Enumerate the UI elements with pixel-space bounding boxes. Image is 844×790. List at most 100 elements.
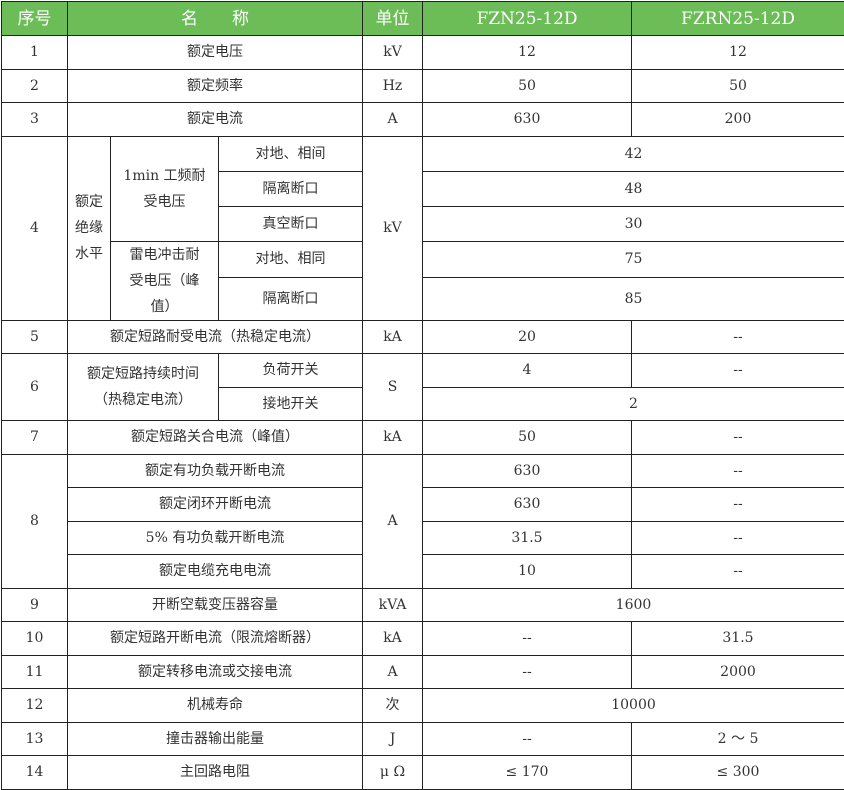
value: 75 bbox=[423, 241, 844, 278]
value-2: 2 ～ 5 bbox=[632, 722, 844, 756]
row-no: 1 bbox=[2, 36, 68, 70]
table-row: 额定闭环开断电流 630-- bbox=[2, 488, 844, 522]
value-1: 630 bbox=[423, 488, 632, 522]
value: 30 bbox=[423, 206, 844, 241]
row-no: 2 bbox=[2, 69, 68, 103]
header-no: 序号 bbox=[2, 2, 68, 36]
row-name: 额定短路耐受电流（热稳定电流） bbox=[68, 320, 363, 354]
value-2: -- bbox=[632, 488, 844, 522]
value: 48 bbox=[423, 171, 844, 206]
row-no: 4 bbox=[2, 136, 68, 320]
row-no: 6 bbox=[2, 354, 68, 421]
item-name: 负荷开关 bbox=[219, 354, 363, 388]
value: 10000 bbox=[423, 689, 844, 723]
header-row: 序号 名 称 单位 FZN25-12D FZRN25-12D bbox=[2, 2, 844, 36]
row-no: 3 bbox=[2, 103, 68, 137]
header-model-2: FZRN25-12D bbox=[632, 2, 844, 36]
table-row: 4 额定 绝缘 水平 1min 工频耐 受电压 对地、相间 kV 42 bbox=[2, 136, 844, 171]
row-name: 开断空载变压器容量 bbox=[68, 588, 363, 622]
header-unit: 单位 bbox=[363, 2, 423, 36]
row-no: 5 bbox=[2, 320, 68, 354]
value-1: 4 bbox=[423, 354, 632, 388]
row-no: 8 bbox=[2, 454, 68, 588]
value-2: -- bbox=[632, 555, 844, 589]
item-name: 隔离断口 bbox=[219, 278, 363, 320]
row-unit: 次 bbox=[363, 689, 423, 723]
row-no: 7 bbox=[2, 421, 68, 455]
row-no: 12 bbox=[2, 689, 68, 723]
row-unit: kA bbox=[363, 622, 423, 656]
row-no: 9 bbox=[2, 588, 68, 622]
row-name: 额定电缆充电电流 bbox=[68, 555, 363, 589]
header-name: 名 称 bbox=[68, 2, 363, 36]
value-1: -- bbox=[423, 722, 632, 756]
item-name: 隔离断口 bbox=[219, 171, 363, 206]
item-name: 对地、相同 bbox=[219, 241, 363, 278]
row-unit: kA bbox=[363, 421, 423, 455]
value-2: 2000 bbox=[632, 655, 844, 689]
value: 85 bbox=[423, 278, 844, 320]
subgroup-name: 1min 工频耐 受电压 bbox=[111, 136, 219, 241]
value-1: 12 bbox=[423, 36, 632, 70]
row-unit: A bbox=[363, 103, 423, 137]
value-1: -- bbox=[423, 655, 632, 689]
value-2: 12 bbox=[632, 36, 844, 70]
row-name: 额定有功负载开断电流 bbox=[68, 454, 363, 488]
item-name: 真空断口 bbox=[219, 206, 363, 241]
row-unit: μ Ω bbox=[363, 756, 423, 790]
value-2: ≤ 300 bbox=[632, 756, 844, 790]
value: 1600 bbox=[423, 588, 844, 622]
row-name: 额定电流 bbox=[68, 103, 363, 137]
row-no: 11 bbox=[2, 655, 68, 689]
value-1: -- bbox=[423, 622, 632, 656]
value-2: -- bbox=[632, 454, 844, 488]
row-name: 主回路电阻 bbox=[68, 756, 363, 790]
value-2: 200 bbox=[632, 103, 844, 137]
table-row: 6 额定短路持续时间 （热稳定电流） 负荷开关 S 4-- bbox=[2, 354, 844, 388]
value: 2 bbox=[423, 387, 844, 421]
row-unit: A bbox=[363, 655, 423, 689]
row-name: 额定短路持续时间 （热稳定电流） bbox=[68, 354, 219, 421]
row-unit: J bbox=[363, 722, 423, 756]
value-2: -- bbox=[632, 354, 844, 388]
row-no: 13 bbox=[2, 722, 68, 756]
row-unit: S bbox=[363, 354, 423, 421]
value-2: -- bbox=[632, 521, 844, 555]
row-no: 10 bbox=[2, 622, 68, 656]
subgroup-name: 雷电冲击耐 受电压（峰 值） bbox=[111, 241, 219, 320]
row-unit: kV bbox=[363, 136, 423, 320]
row-unit: Hz bbox=[363, 69, 423, 103]
value-1: 10 bbox=[423, 555, 632, 589]
value-1: 20 bbox=[423, 320, 632, 354]
row-name: 额定频率 bbox=[68, 69, 363, 103]
row-unit: kVA bbox=[363, 588, 423, 622]
value-1: 630 bbox=[423, 454, 632, 488]
group-name: 额定 绝缘 水平 bbox=[68, 136, 111, 320]
row-name: 额定闭环开断电流 bbox=[68, 488, 363, 522]
value-1: 50 bbox=[423, 421, 632, 455]
table-row: 额定电缆充电电流 10-- bbox=[2, 555, 844, 589]
item-name: 接地开关 bbox=[219, 387, 363, 421]
value-1: ≤ 170 bbox=[423, 756, 632, 790]
item-name: 对地、相间 bbox=[219, 136, 363, 171]
row-no: 14 bbox=[2, 756, 68, 790]
row-unit: A bbox=[363, 454, 423, 588]
value-1: 630 bbox=[423, 103, 632, 137]
value-1: 50 bbox=[423, 69, 632, 103]
value-2: 50 bbox=[632, 69, 844, 103]
